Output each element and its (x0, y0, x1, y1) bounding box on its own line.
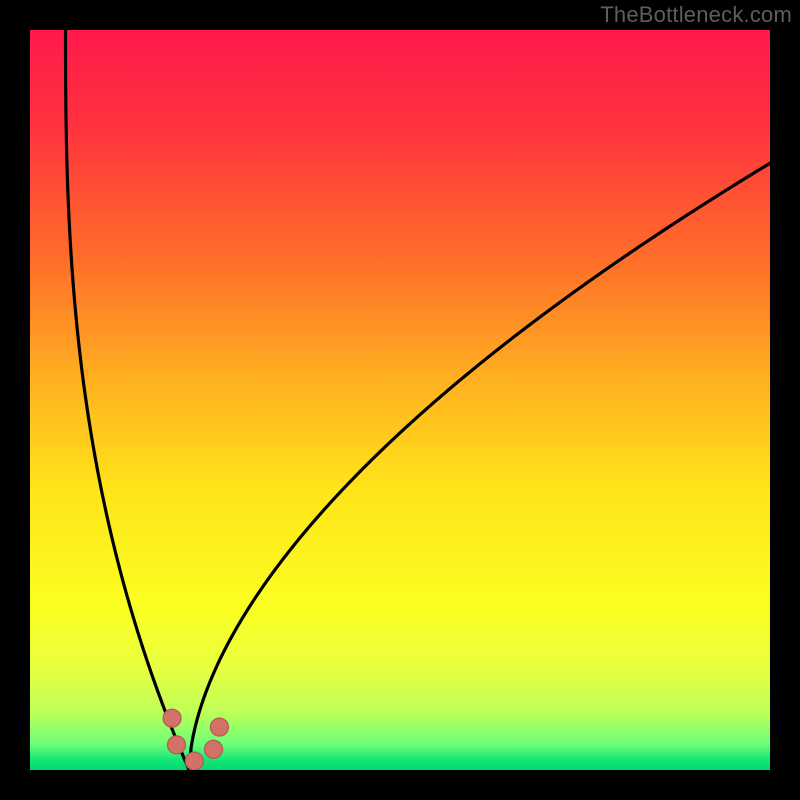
bottleneck-chart (0, 0, 800, 800)
curve-marker (185, 752, 203, 770)
chart-stage: TheBottleneck.com (0, 0, 800, 800)
watermark-text: TheBottleneck.com (600, 2, 792, 28)
curve-marker (168, 736, 186, 754)
curve-marker (210, 718, 228, 736)
curve-marker (205, 740, 223, 758)
curve-marker (163, 709, 181, 727)
plot-background (30, 30, 770, 770)
